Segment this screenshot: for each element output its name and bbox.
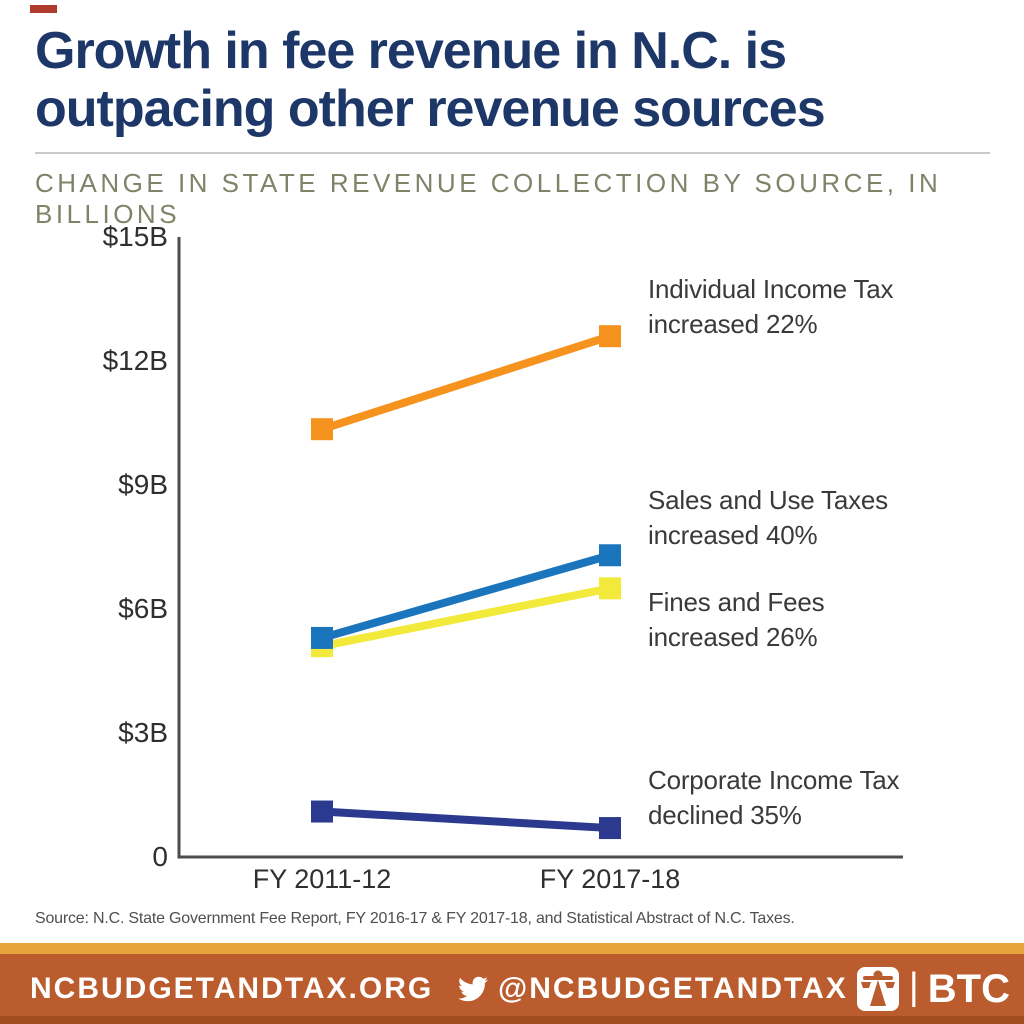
y-tick-label: $6B [118, 593, 168, 624]
annotation-fines-and-fees: Fines and Fees increased 26% [648, 585, 825, 655]
annotation-series-name: Sales and Use Taxes [648, 485, 888, 515]
series-line-individual-income-tax [320, 332, 612, 434]
twitter-block[interactable]: @NCBUDGETANDTAX [456, 972, 848, 1006]
footer-bar: NCBUDGETANDTAX.ORG @NCBUDGETANDTAX | BTC [0, 943, 1024, 1024]
twitter-handle-link[interactable]: @NCBUDGETANDTAX [498, 972, 848, 1005]
title-line-1: Growth in fee revenue in N.C. is [35, 22, 787, 80]
series-line-fines-and-fees [321, 584, 611, 651]
btc-logo: | BTC [856, 966, 1010, 1012]
marker-individual-income-tax [311, 418, 333, 441]
y-tick-label: $9B [118, 469, 168, 500]
annotation-series-name: Individual Income Tax [648, 274, 894, 304]
x-tick-label: FY 2017-18 [539, 864, 681, 894]
marker-individual-income-tax [599, 325, 621, 348]
website-link[interactable]: NCBUDGETANDTAX.ORG [30, 972, 434, 1005]
x-tick-label: FY 2011-12 [252, 864, 392, 894]
page-title: Growth in fee revenue in N.C. is outpaci… [35, 22, 995, 138]
source-note: Source: N.C. State Government Fee Report… [35, 910, 795, 927]
annotation-change: increased 22% [648, 309, 818, 339]
y-tick-label: $15B [102, 221, 168, 252]
annotation-change: increased 40% [648, 520, 818, 550]
footer-main-bar: NCBUDGETANDTAX.ORG @NCBUDGETANDTAX | BTC [0, 954, 1024, 1024]
footer-accent-strip [0, 943, 1024, 954]
annotation-change: increased 26% [648, 622, 818, 652]
title-divider [35, 152, 990, 154]
annotation-individual-income-tax: Individual Income Tax increased 22% [648, 272, 894, 342]
marker-sales-and-use-taxes [311, 626, 333, 649]
series-line-sales-and-use-taxes [320, 551, 612, 642]
series-line-corporate-income-tax [321, 807, 611, 833]
logo-text: BTC [927, 966, 1010, 1011]
annotation-series-name: Fines and Fees [648, 587, 825, 617]
annotation-change: declined 35% [648, 800, 802, 830]
marker-sales-and-use-taxes [599, 544, 621, 567]
footer-bottom-edge [0, 1016, 1024, 1024]
corner-mark [30, 5, 57, 13]
title-line-2: outpacing other revenue sources [35, 80, 826, 138]
marker-corporate-income-tax [599, 817, 621, 840]
btc-scales-icon [856, 967, 899, 1011]
annotation-corporate-income-tax: Corporate Income Tax declined 35% [648, 763, 900, 833]
logo-separator: | [908, 965, 919, 1008]
chart-subtitle: CHANGE IN STATE REVENUE COLLECTION BY SO… [35, 168, 942, 229]
y-tick-label: 0 [152, 841, 168, 872]
y-tick-label: $3B [118, 717, 168, 748]
marker-fines-and-fees [599, 577, 621, 600]
marker-corporate-income-tax [311, 800, 333, 823]
y-tick-label: $12B [102, 345, 168, 376]
annotation-sales-and-use-taxes: Sales and Use Taxes increased 40% [648, 483, 888, 553]
annotation-series-name: Corporate Income Tax [648, 765, 900, 795]
twitter-bird-icon [458, 976, 489, 1002]
